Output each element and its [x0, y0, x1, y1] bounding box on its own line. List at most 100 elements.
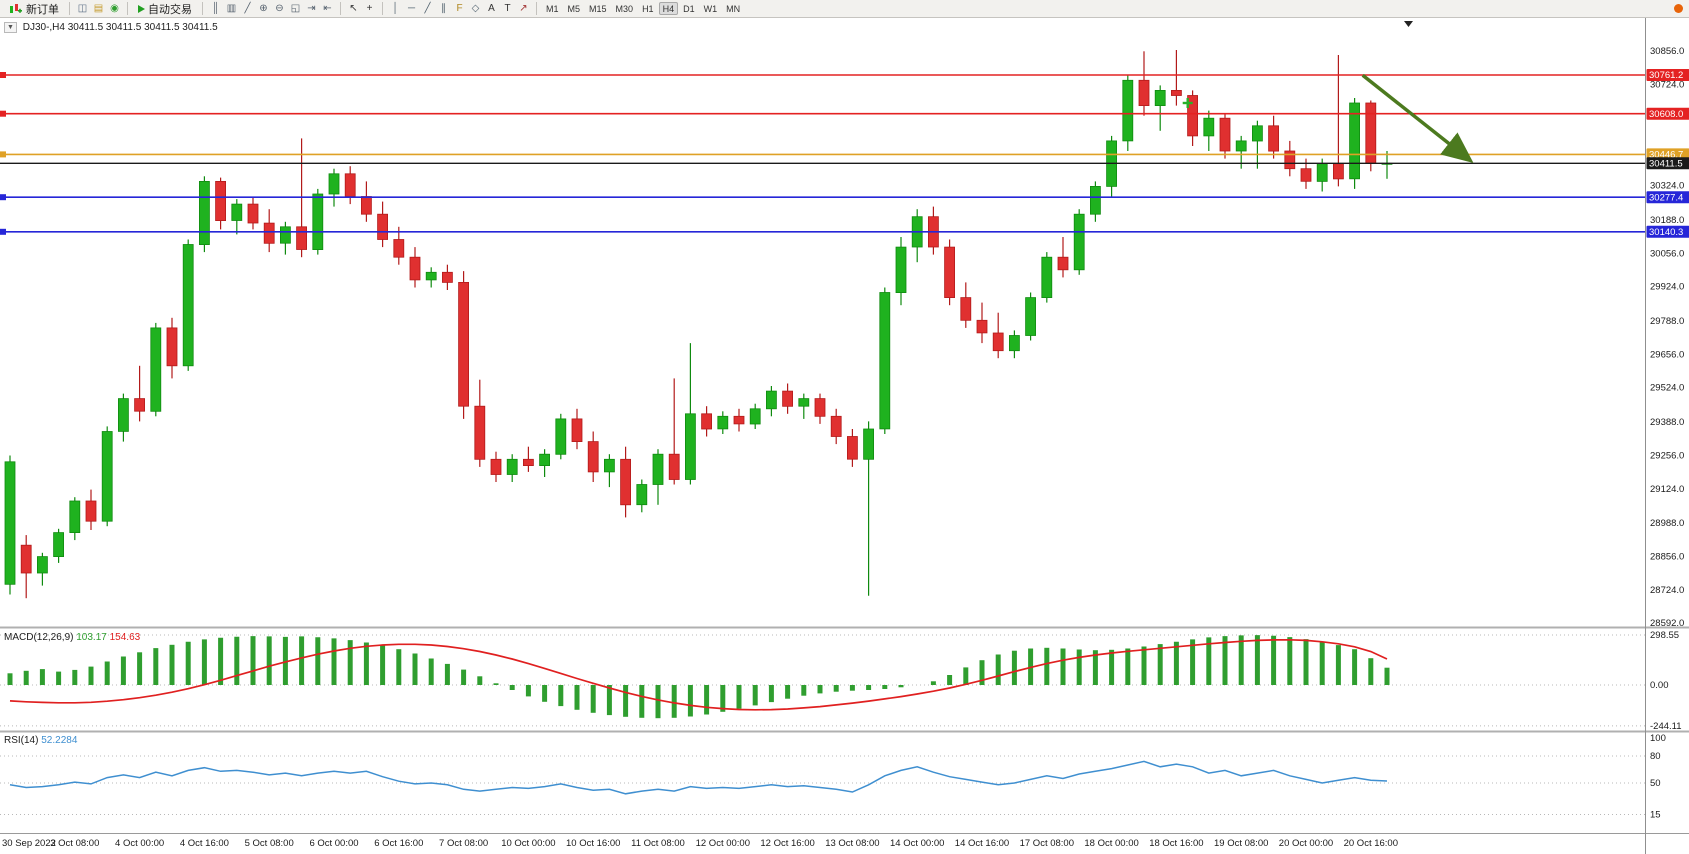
- svg-text:29256.0: 29256.0: [1650, 450, 1684, 461]
- crosshair-icon[interactable]: +: [366, 2, 373, 14]
- auto-scroll-icon[interactable]: ⇥: [307, 2, 316, 14]
- alerts-icon[interactable]: ◉: [110, 2, 119, 14]
- svg-text:5 Oct 08:00: 5 Oct 08:00: [245, 838, 294, 849]
- svg-text:12 Oct 00:00: 12 Oct 00:00: [696, 838, 750, 849]
- svg-text:30277.4: 30277.4: [1649, 192, 1683, 203]
- tf-m15-button[interactable]: M15: [585, 2, 611, 15]
- svg-text:15: 15: [1650, 810, 1661, 821]
- svg-text:10 Oct 16:00: 10 Oct 16:00: [566, 838, 620, 849]
- svg-text:30608.0: 30608.0: [1649, 109, 1683, 120]
- svg-text:30188.0: 30188.0: [1650, 215, 1684, 226]
- svg-text:18 Oct 00:00: 18 Oct 00:00: [1084, 838, 1138, 849]
- horizontal-line-icon[interactable]: ─: [407, 2, 416, 14]
- fibonacci-icon[interactable]: F: [456, 2, 463, 14]
- zoom-in-icon[interactable]: ⊕: [259, 2, 268, 14]
- arrow-icon[interactable]: ↗: [519, 2, 528, 14]
- svg-text:10 Oct 00:00: 10 Oct 00:00: [501, 838, 555, 849]
- tf-h4-button[interactable]: H4: [658, 2, 679, 15]
- price-axis: 30856.0 30724.0 30324.0 30188.0 30056.0 29924…: [1646, 46, 1689, 821]
- tf-m5-button[interactable]: M5: [564, 2, 585, 15]
- new-order-icon: [8, 1, 23, 16]
- tf-m1-button[interactable]: M1: [542, 2, 563, 15]
- text-label-icon[interactable]: T: [504, 2, 511, 14]
- svg-text:30446.7: 30446.7: [1649, 150, 1683, 161]
- hline-marker: [0, 194, 6, 201]
- svg-text:4 Oct 16:00: 4 Oct 16:00: [180, 838, 229, 849]
- svg-text:28592.0: 28592.0: [1650, 618, 1684, 629]
- toolbar-separator: [536, 2, 537, 15]
- trend-arrow[interactable]: [1361, 73, 1474, 163]
- rsi-label: RSI(14): [4, 735, 39, 746]
- svg-text:50: 50: [1650, 778, 1661, 789]
- svg-text:28988.0: 28988.0: [1650, 518, 1684, 529]
- svg-text:80: 80: [1650, 751, 1661, 762]
- candlestick-icon[interactable]: ▥: [226, 2, 237, 14]
- svg-text:28724.0: 28724.0: [1650, 585, 1684, 596]
- autotrading-label: 自动交易: [148, 3, 192, 16]
- toolbar-separator: [127, 2, 128, 15]
- svg-text:29788.0: 29788.0: [1650, 316, 1684, 327]
- toolbar-group-windows: ◫ ▤ ◉: [75, 1, 122, 16]
- zoom-out-icon[interactable]: ⊖: [275, 2, 284, 14]
- tile-windows-icon[interactable]: ◱: [290, 2, 301, 14]
- svg-text:28856.0: 28856.0: [1650, 552, 1684, 563]
- rsi-header: RSI(14) 52.2284: [4, 735, 77, 746]
- text-icon[interactable]: A: [488, 2, 495, 14]
- hline-marker: [0, 228, 6, 235]
- new-order-button[interactable]: 新订单: [3, 1, 64, 16]
- hline-marker: [0, 110, 6, 117]
- autotrading-button[interactable]: 自动交易: [133, 1, 197, 16]
- toolbar-separator: [340, 2, 341, 15]
- bar-chart-icon[interactable]: ║: [211, 2, 220, 14]
- charts-icon[interactable]: ◫: [77, 2, 88, 14]
- svg-text:30 Sep 2022: 30 Sep 2022: [2, 838, 56, 849]
- tf-w1-button[interactable]: W1: [700, 2, 722, 15]
- tf-m30-button[interactable]: M30: [612, 2, 638, 15]
- play-icon: [138, 4, 145, 13]
- profiles-icon[interactable]: ▤: [93, 2, 104, 14]
- tf-d1-button[interactable]: D1: [679, 2, 699, 15]
- tf-h1-button[interactable]: H1: [638, 2, 658, 15]
- cursor-icon[interactable]: ↖: [349, 2, 358, 14]
- vertical-line-icon[interactable]: │: [392, 2, 399, 14]
- toolbar-group-chart-tools: ║ ▥ ╱ ⊕ ⊖ ◱ ⇥ ⇤: [208, 1, 335, 16]
- hline-objects: [0, 72, 1645, 235]
- shapes-icon[interactable]: ◇: [471, 2, 480, 14]
- toolbar-group-objects: │ ─ ╱ ∥ F ◇ A T ↗: [388, 1, 531, 16]
- channel-icon[interactable]: ∥: [441, 2, 446, 14]
- svg-text:30324.0: 30324.0: [1650, 181, 1684, 192]
- candles-layer: [4, 50, 1393, 599]
- chart-title: DJ30-,H4 30411.5 30411.5 30411.5 30411.5: [22, 22, 218, 33]
- macd-value-signal: 154.63: [109, 632, 141, 643]
- scroll-marker-icon[interactable]: [1404, 21, 1413, 27]
- svg-text:4 Oct 00:00: 4 Oct 00:00: [115, 838, 164, 849]
- svg-text:29924.0: 29924.0: [1650, 282, 1684, 293]
- svg-text:30761.2: 30761.2: [1649, 70, 1683, 81]
- line-chart-icon[interactable]: ╱: [244, 2, 251, 14]
- svg-text:6 Oct 16:00: 6 Oct 16:00: [374, 838, 423, 849]
- hline-marker: [0, 151, 6, 158]
- svg-text:14 Oct 16:00: 14 Oct 16:00: [955, 838, 1009, 849]
- toolbar: 新订单 ◫ ▤ ◉ 自动交易 ║ ▥ ╱ ⊕ ⊖ ◱ ⇥ ⇤ ↖ + │ ─ ╱ ∥ F ◇ A T ↗ M1 M5 M…: [0, 0, 1689, 18]
- chart-shift-icon[interactable]: ⇤: [323, 2, 332, 14]
- new-order-label: 新订单: [26, 3, 59, 16]
- svg-text:29656.0: 29656.0: [1650, 349, 1684, 360]
- macd-label: MACD(12,26,9): [4, 632, 74, 643]
- toolbar-group-timeframes: M1 M5 M15 M30 H1 H4 D1 W1 MN: [542, 2, 744, 15]
- trendline-icon[interactable]: ╱: [424, 2, 431, 14]
- plus-marker[interactable]: [1182, 98, 1193, 108]
- macd-pane: [7, 635, 1390, 719]
- collapse-chart-icon[interactable]: ▼: [4, 22, 17, 33]
- rsi-value: 52.2284: [41, 735, 78, 746]
- svg-text:18 Oct 16:00: 18 Oct 16:00: [1149, 838, 1203, 849]
- svg-text:30056.0: 30056.0: [1650, 248, 1684, 259]
- svg-text:20 Oct 00:00: 20 Oct 00:00: [1279, 838, 1333, 849]
- tf-mn-button[interactable]: MN: [722, 2, 744, 15]
- svg-text:11 Oct 08:00: 11 Oct 08:00: [631, 838, 685, 849]
- rsi-pane: [9, 760, 1388, 795]
- svg-text:20 Oct 16:00: 20 Oct 16:00: [1344, 838, 1398, 849]
- chart-ohlc-header: ▼ DJ30-,H4 30411.5 30411.5 30411.5 30411…: [4, 22, 218, 33]
- svg-text:17 Oct 08:00: 17 Oct 08:00: [1020, 838, 1074, 849]
